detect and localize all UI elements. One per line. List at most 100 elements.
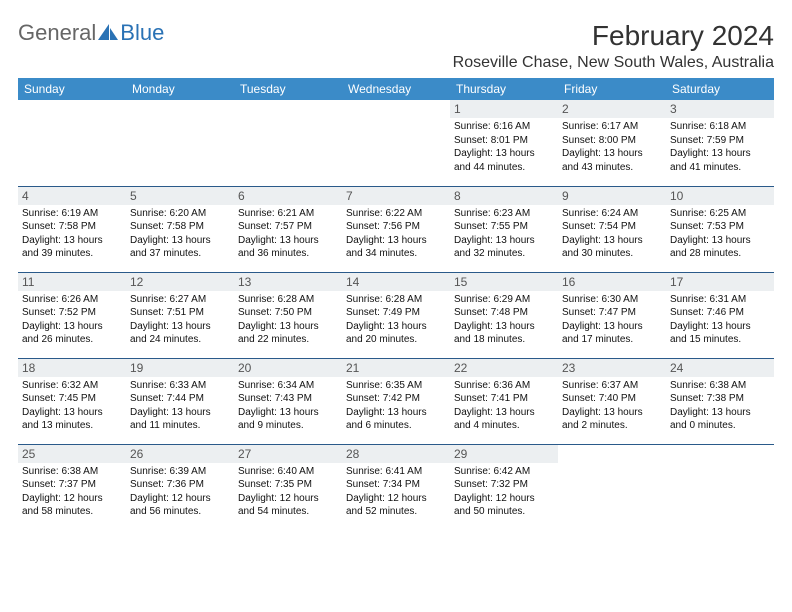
day-info: Sunrise: 6:25 AMSunset: 7:53 PMDaylight:…: [670, 207, 770, 261]
day-info: Sunrise: 6:23 AMSunset: 7:55 PMDaylight:…: [454, 207, 554, 261]
day-info: Sunrise: 6:17 AMSunset: 8:00 PMDaylight:…: [562, 120, 662, 174]
day-number: 25: [18, 445, 126, 463]
day-info: Sunrise: 6:31 AMSunset: 7:46 PMDaylight:…: [670, 293, 770, 347]
calendar-day-cell: 3 Sunrise: 6:18 AMSunset: 7:59 PMDaylight…: [666, 100, 774, 186]
sunrise-text: Sunrise: 6:34 AM: [238, 379, 338, 393]
calendar-week-row: 18 Sunrise: 6:32 AMSunset: 7:45 PM Dayligh…: [18, 358, 774, 444]
calendar-day-cell: 11Sunrise: 6:26 AMSunset: 7:52 PMDayligh…: [18, 272, 126, 358]
day-number: 5: [126, 187, 234, 205]
sunset-text: Sunset: 8:01 PM: [454, 134, 554, 148]
day-number: 29: [450, 445, 558, 463]
weekday-header-row: Sunday Monday Tuesday Wednesday Thursday…: [18, 78, 774, 100]
day-number: 7: [342, 187, 450, 205]
daylight-text: Daylight: 13 hours and 17 minutes.: [562, 320, 662, 347]
day-number: 26: [126, 445, 234, 463]
daylight-text: Daylight: 12 hours and 50 minutes.: [454, 492, 554, 519]
day-number: 16: [558, 273, 666, 291]
daylight-text: Daylight: 12 hours and 56 minutes.: [130, 492, 230, 519]
daylight-text: Daylight: 13 hours and 4 minutes.: [454, 406, 554, 433]
calendar-day-cell: 20 Sunrise: 6:34 AMSunset: 7:43 PMDayligh…: [234, 358, 342, 444]
day-info: Sunrise: 6:21 AMSunset: 7:57 PMDaylight:…: [238, 207, 338, 261]
sunset-text: Sunset: 7:47 PM: [562, 306, 662, 320]
day-number: 10: [666, 187, 774, 205]
daylight-text: Daylight: 13 hours and 0 minutes.: [670, 406, 770, 433]
weekday-header: Friday: [558, 78, 666, 100]
sunrise-text: Sunrise: 6:35 AM: [346, 379, 446, 393]
calendar-day-cell: 10 Sunrise: 6:25 AMSunset: 7:53 PMDayligh…: [666, 186, 774, 272]
sunset-text: Sunset: 7:41 PM: [454, 392, 554, 406]
sunset-text: Sunset: 7:34 PM: [346, 478, 446, 492]
day-number: 22: [450, 359, 558, 377]
calendar-day-cell: 15Sunrise: 6:29 AMSunset: 7:48 PMDayligh…: [450, 272, 558, 358]
day-number: 20: [234, 359, 342, 377]
day-number: 21: [342, 359, 450, 377]
day-number: 8: [450, 187, 558, 205]
weekday-header: Tuesday: [234, 78, 342, 100]
calendar-day-cell: [666, 444, 774, 530]
calendar-day-cell: 24Sunrise: 6:38 AMSunset: 7:38 PMDayligh…: [666, 358, 774, 444]
day-info: Sunrise: 6:33 AMSunset: 7:44 PMDaylight:…: [130, 379, 230, 433]
daylight-text: Daylight: 12 hours and 58 minutes.: [22, 492, 122, 519]
daylight-text: Daylight: 13 hours and 44 minutes.: [454, 147, 554, 174]
calendar-day-cell: [126, 100, 234, 186]
sunrise-text: Sunrise: 6:38 AM: [22, 465, 122, 479]
day-number: 3: [666, 100, 774, 118]
day-number: 6: [234, 187, 342, 205]
sunset-text: Sunset: 7:54 PM: [562, 220, 662, 234]
daylight-text: Daylight: 13 hours and 22 minutes.: [238, 320, 338, 347]
logo-text-blue: Blue: [120, 20, 164, 46]
day-number: 2: [558, 100, 666, 118]
calendar-day-cell: 28Sunrise: 6:41 AMSunset: 7:34 PMDayligh…: [342, 444, 450, 530]
sunrise-text: Sunrise: 6:22 AM: [346, 207, 446, 221]
weekday-header: Sunday: [18, 78, 126, 100]
calendar-day-cell: 13Sunrise: 6:28 AMSunset: 7:50 PMDayligh…: [234, 272, 342, 358]
daylight-text: Daylight: 13 hours and 28 minutes.: [670, 234, 770, 261]
sunset-text: Sunset: 7:45 PM: [22, 392, 122, 406]
day-number: 18: [18, 359, 126, 377]
weekday-header: Thursday: [450, 78, 558, 100]
sunrise-text: Sunrise: 6:32 AM: [22, 379, 122, 393]
sunset-text: Sunset: 7:58 PM: [22, 220, 122, 234]
sunset-text: Sunset: 7:36 PM: [130, 478, 230, 492]
logo-sail-icon: [98, 20, 118, 46]
day-number: 24: [666, 359, 774, 377]
day-info: Sunrise: 6:26 AMSunset: 7:52 PMDaylight:…: [22, 293, 122, 347]
title-block: February 2024 Roseville Chase, New South…: [453, 20, 774, 72]
calendar-day-cell: 25Sunrise: 6:38 AMSunset: 7:37 PMDayligh…: [18, 444, 126, 530]
day-info: Sunrise: 6:34 AMSunset: 7:43 PMDaylight:…: [238, 379, 338, 433]
sunset-text: Sunset: 7:43 PM: [238, 392, 338, 406]
day-info: Sunrise: 6:42 AMSunset: 7:32 PMDaylight:…: [454, 465, 554, 519]
sunrise-text: Sunrise: 6:27 AM: [130, 293, 230, 307]
day-info: Sunrise: 6:28 AMSunset: 7:50 PMDaylight:…: [238, 293, 338, 347]
sunrise-text: Sunrise: 6:28 AM: [346, 293, 446, 307]
sunrise-text: Sunrise: 6:18 AM: [670, 120, 770, 134]
daylight-text: Daylight: 13 hours and 41 minutes.: [670, 147, 770, 174]
weekday-header: Monday: [126, 78, 234, 100]
sunset-text: Sunset: 7:52 PM: [22, 306, 122, 320]
calendar-day-cell: 7Sunrise: 6:22 AMSunset: 7:56 PMDaylight…: [342, 186, 450, 272]
calendar-day-cell: [558, 444, 666, 530]
daylight-text: Daylight: 13 hours and 32 minutes.: [454, 234, 554, 261]
day-number: 4: [18, 187, 126, 205]
sunset-text: Sunset: 7:50 PM: [238, 306, 338, 320]
calendar-day-cell: 5 Sunrise: 6:20 AMSunset: 7:58 PMDaylight…: [126, 186, 234, 272]
calendar-day-cell: 27Sunrise: 6:40 AMSunset: 7:35 PMDayligh…: [234, 444, 342, 530]
day-info: Sunrise: 6:20 AMSunset: 7:58 PMDaylight:…: [130, 207, 230, 261]
calendar-week-row: 4Sunrise: 6:19 AMSunset: 7:58 PMDaylight…: [18, 186, 774, 272]
daylight-text: Daylight: 13 hours and 34 minutes.: [346, 234, 446, 261]
location: Roseville Chase, New South Wales, Austra…: [453, 54, 774, 72]
sunset-text: Sunset: 7:48 PM: [454, 306, 554, 320]
calendar-week-row: 1Sunrise: 6:16 AMSunset: 8:01 PMDaylight…: [18, 100, 774, 186]
sunset-text: Sunset: 7:46 PM: [670, 306, 770, 320]
calendar-day-cell: 16Sunrise: 6:30 AMSunset: 7:47 PMDayligh…: [558, 272, 666, 358]
weekday-header: Saturday: [666, 78, 774, 100]
daylight-text: Daylight: 13 hours and 9 minutes.: [238, 406, 338, 433]
month-title: February 2024: [453, 20, 774, 52]
calendar-day-cell: 17Sunrise: 6:31 AMSunset: 7:46 PMDayligh…: [666, 272, 774, 358]
weekday-header: Wednesday: [342, 78, 450, 100]
daylight-text: Daylight: 13 hours and 37 minutes.: [130, 234, 230, 261]
calendar-day-cell: 1Sunrise: 6:16 AMSunset: 8:01 PMDaylight…: [450, 100, 558, 186]
sunrise-text: Sunrise: 6:33 AM: [130, 379, 230, 393]
day-info: Sunrise: 6:18 AMSunset: 7:59 PMDaylight:…: [670, 120, 770, 174]
sunset-text: Sunset: 7:53 PM: [670, 220, 770, 234]
